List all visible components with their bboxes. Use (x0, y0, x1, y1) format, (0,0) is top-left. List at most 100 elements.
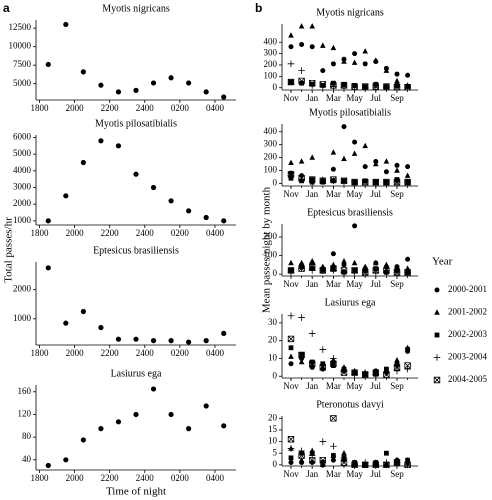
point (45, 61, 51, 68)
point (288, 44, 294, 50)
y-tick-label: 20 (268, 412, 278, 422)
point (115, 336, 122, 342)
point (362, 263, 368, 269)
y-tick-label: 120 (18, 409, 32, 419)
x-tick-label: May (346, 279, 363, 289)
point (319, 81, 326, 88)
point (404, 178, 411, 186)
legend-label: 2001-2002 (448, 307, 487, 317)
point (405, 72, 411, 78)
point (150, 338, 157, 344)
y-tick-label: 0 (273, 370, 278, 380)
point (221, 330, 227, 336)
point (373, 259, 379, 266)
y-tick-label: 4000 (13, 165, 32, 175)
y-tick-label: 0 (273, 82, 278, 92)
point (98, 324, 104, 331)
point (168, 198, 174, 204)
point (384, 450, 389, 456)
x-tick-label: May (346, 381, 363, 391)
point (404, 365, 411, 373)
point (298, 259, 305, 266)
point (352, 223, 358, 229)
legend-label: 2004-2005 (448, 374, 487, 384)
x-tick-label: 2200 (101, 103, 120, 113)
point (405, 256, 411, 262)
x-tick-label: 2400 (136, 348, 155, 358)
legend-title: Year (432, 256, 453, 268)
point (288, 259, 294, 266)
panel-label: b (255, 1, 262, 15)
y-tick-label: 10000 (9, 41, 32, 51)
x-tick-label: 2000 (66, 473, 85, 483)
point (372, 267, 379, 274)
point (405, 164, 411, 170)
x-tick-label: Sep (390, 381, 404, 391)
point (80, 159, 86, 166)
y-tick-label: 40 (22, 454, 32, 464)
point (309, 460, 315, 466)
point (288, 455, 294, 461)
legend-marker (434, 332, 440, 338)
x-tick-label: 0400 (206, 348, 225, 358)
y-tick-label: 80 (22, 431, 32, 441)
point (330, 415, 337, 422)
x-tick-label: Sep (390, 469, 404, 479)
point (351, 369, 358, 376)
point (330, 61, 336, 67)
point (320, 42, 326, 48)
y-tick-label: 0 (273, 177, 278, 187)
point (362, 142, 368, 149)
point (287, 267, 295, 274)
y-tick-label: 5000 (13, 148, 32, 158)
point (330, 44, 337, 51)
chart-title: Eptesicus brasiliensis (307, 207, 393, 218)
point (393, 83, 401, 91)
point (287, 172, 295, 179)
point (288, 345, 294, 351)
point (298, 314, 305, 321)
point (298, 358, 305, 365)
point (45, 218, 51, 224)
point (319, 456, 326, 464)
x-tick-label: 1800 (31, 103, 50, 113)
point (340, 369, 348, 376)
y-tick-label: 100 (264, 250, 278, 260)
x-tick-label: 2000 (66, 103, 85, 113)
point (330, 457, 336, 463)
point (320, 68, 326, 74)
y-tick-label: 300 (264, 48, 278, 58)
point (330, 176, 337, 183)
x-tick-label: Jan (306, 93, 318, 103)
point (351, 259, 358, 266)
y-tick-label: 1000 (13, 313, 32, 323)
point (341, 262, 347, 268)
point (362, 164, 368, 170)
point (309, 44, 315, 50)
x-tick-label: Jul (371, 469, 382, 479)
point (203, 403, 209, 409)
point (383, 261, 390, 268)
point (330, 166, 336, 172)
point (404, 362, 411, 369)
x-tick-label: 0200 (171, 473, 190, 483)
y-tick-label: 2000 (13, 284, 32, 294)
x-tick-label: Jul (371, 381, 382, 391)
point (404, 461, 411, 469)
y-tick-label: 5000 (13, 78, 32, 88)
point (383, 267, 390, 274)
x-tick-label: Nov (283, 189, 299, 199)
x-tick-label: Jul (371, 93, 382, 103)
point (394, 71, 400, 77)
point (362, 61, 368, 67)
point (362, 48, 368, 54)
x-tick-label: 2400 (136, 473, 155, 483)
point (394, 357, 400, 363)
point (150, 386, 157, 392)
x-tick-label: Mar (326, 381, 341, 391)
legend-marker (433, 354, 441, 361)
point (63, 320, 69, 326)
point (394, 162, 400, 168)
point (383, 67, 390, 73)
point (372, 83, 379, 90)
